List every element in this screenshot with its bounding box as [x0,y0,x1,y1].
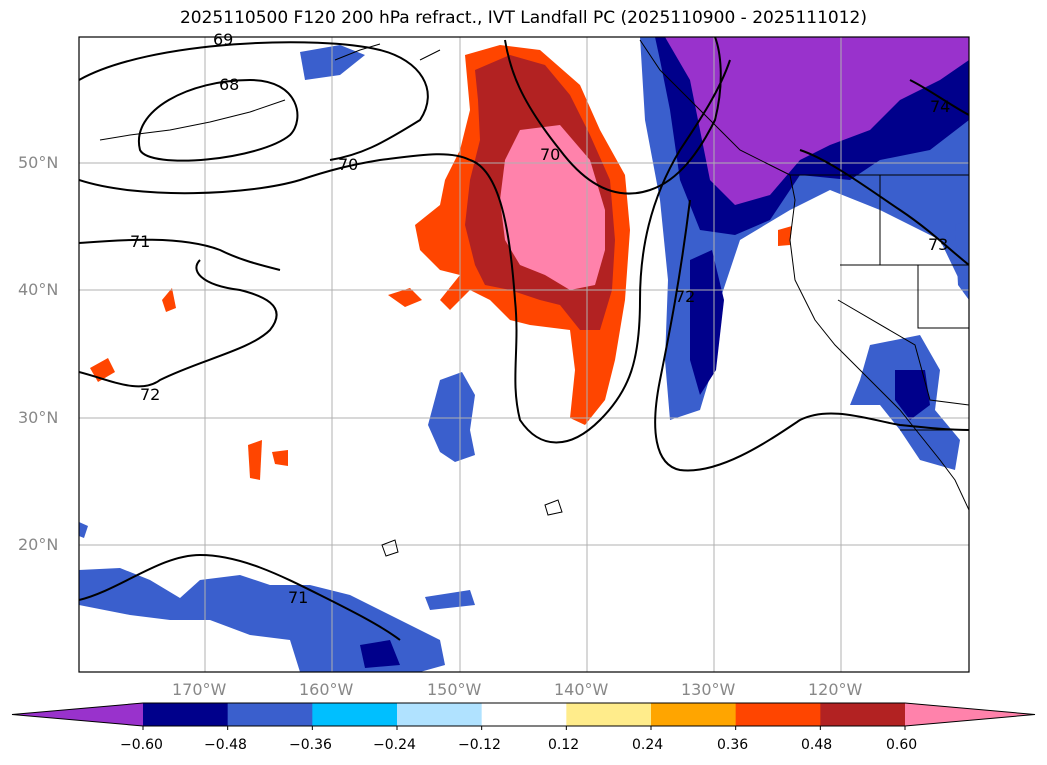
colorbar [11,702,1036,730]
contour-label-69: 69 [213,30,233,49]
negative-field-central [428,372,475,462]
negative-field-baja-dark [895,370,930,420]
colorbar-tick-label: −0.48 [204,737,247,753]
map-frame [78,36,970,673]
contour-71-south [79,553,401,641]
shaded-fields [79,37,969,672]
lat-label-30: 30°N [18,408,59,427]
graticule [79,37,969,672]
colorbar-segment [651,703,737,726]
colorbar-tick-label: 0.24 [632,737,664,753]
lat-label-20: 20°N [18,535,59,554]
negative-field-sw [79,568,445,672]
lat-label-40: 40°N [18,280,59,299]
contour-69 [79,41,429,161]
contour-72-east [654,199,969,472]
contour-label-72-west: 72 [140,385,160,404]
contour-labels: 69 68 70 71 70 72 72 71 73 74 [130,30,950,607]
negative-field-sw-dark [360,640,400,668]
contour-72-west [79,259,278,388]
contour-70-west [79,153,471,195]
contour-label-70-west: 70 [338,155,358,174]
contour-74 [909,79,969,116]
contour-71 [79,238,281,271]
contour-label-70-center: 70 [540,145,560,164]
negative-field-s-blob [425,590,475,610]
contour-68 [137,78,299,162]
colorbar-segment [143,703,229,726]
colorbar-segment [735,703,821,726]
contour-70-center [504,37,722,195]
colorbar-extend-high [905,703,1035,726]
positive-field-coast-blob [778,226,792,246]
contour-label-72-center: 72 [675,287,695,306]
map-title: 2025110500 F120 200 hPa refract., IVT La… [179,8,867,28]
colorbar-segment [312,703,398,726]
colorbar-tick-label: −0.24 [373,737,416,753]
lon-label-150w: 150°W [427,680,482,699]
contour-73 [799,149,969,266]
positive-field-west-blob [388,288,422,307]
positive-field-south-blob2 [272,450,288,466]
contour-label-68: 68 [219,75,239,94]
contour-label-73: 73 [928,235,948,254]
contour-label-71: 71 [130,232,150,251]
colorbar-segment [227,703,313,726]
colorbar-tick-label: −0.60 [120,737,163,753]
colorbar-segment [397,703,483,726]
colorbar-tick-label: −0.12 [458,737,501,753]
colorbar-tick-label: −0.36 [289,737,332,753]
colorbar-tick-label: 0.12 [548,737,580,753]
colorbar-tick-label: 0.60 [886,737,918,753]
lat-label-50: 50°N [18,153,59,172]
contour-label-74: 74 [930,97,950,116]
colorbar-extend-low [12,703,143,726]
positive-field-south-blob [248,440,262,480]
colorbar-segment [481,703,567,726]
negative-field-coast-column [690,250,724,395]
contour-72-center [469,59,731,444]
contour-label-71-south: 71 [288,588,308,607]
negative-field-w-edge [79,522,88,538]
positive-field-center-pink [500,125,605,290]
lon-label-160w: 160°W [299,680,354,699]
positive-field-west-blob3 [162,288,176,312]
lon-label-130w: 130°W [681,680,736,699]
lon-label-170w: 170°W [172,680,227,699]
lon-label-120w: 120°W [808,680,863,699]
colorbar-segment [566,703,652,726]
colorbar-tick-label: 0.48 [801,737,833,753]
lon-label-140w: 140°W [554,680,609,699]
colorbar-tick-label: 0.36 [717,737,749,753]
colorbar-segment [820,703,906,726]
contours [79,37,969,641]
